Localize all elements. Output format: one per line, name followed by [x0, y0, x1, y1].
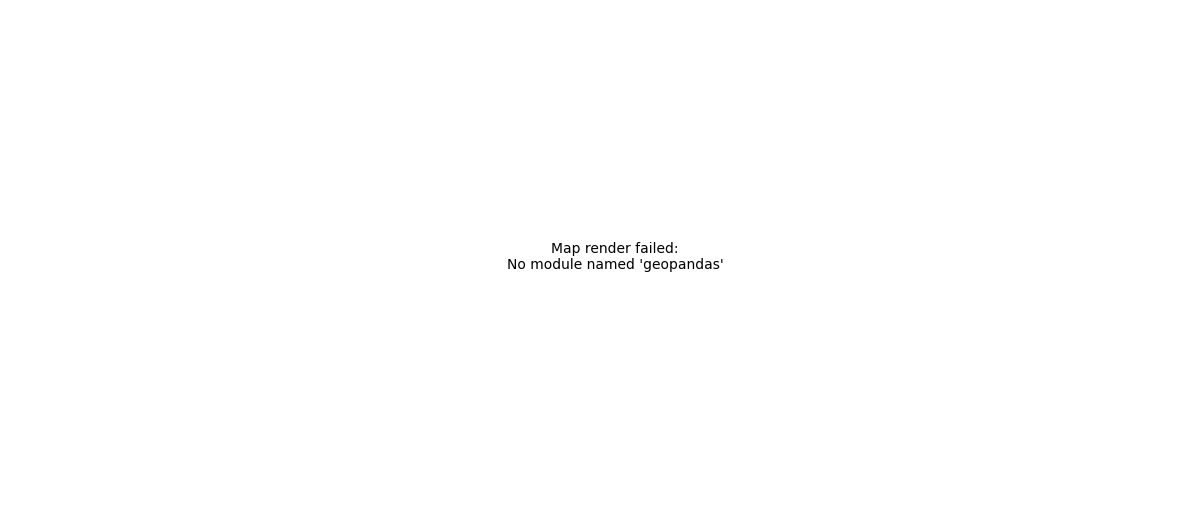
Text: Map render failed:
No module named 'geopandas': Map render failed: No module named 'geop…: [506, 242, 724, 272]
